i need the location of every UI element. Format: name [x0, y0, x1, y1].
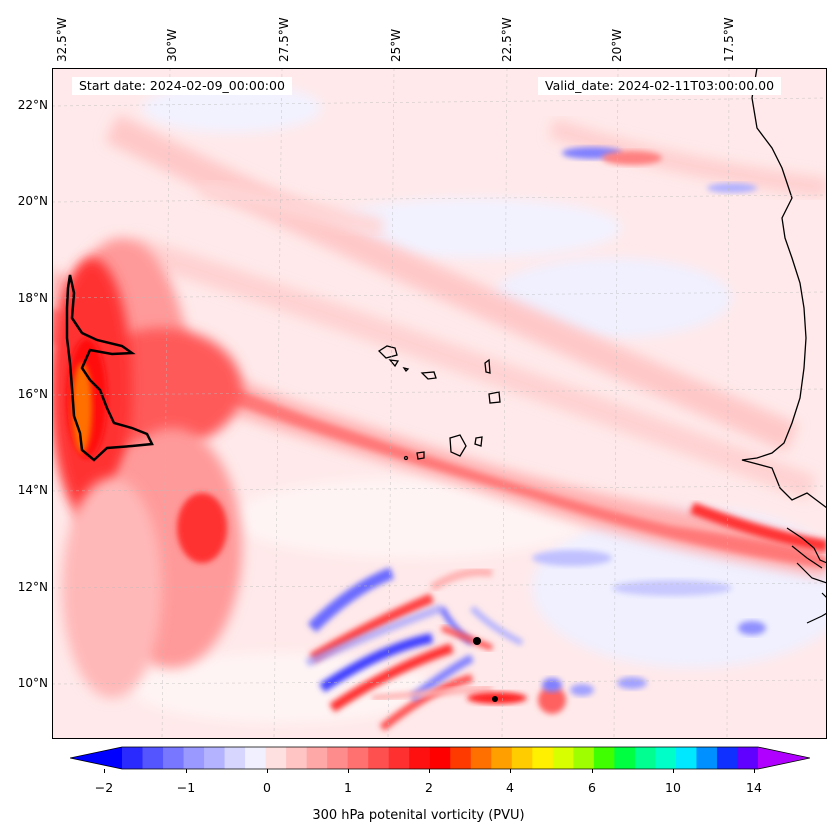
colorbar-segment [470, 747, 492, 769]
colorbar-tick-label: 10 [665, 780, 681, 795]
colorbar-segment [409, 747, 431, 769]
lat-label: 20°N [17, 194, 48, 208]
start-date-label: Start date: 2024-02-09_00:00:00 [72, 77, 292, 95]
colorbar-tick [754, 769, 755, 773]
colorbar-tick [267, 769, 268, 773]
colorbar-segment [142, 747, 164, 769]
colorbar-segment [450, 747, 472, 769]
colorbar-tick [104, 769, 105, 773]
colorbar-segment [163, 747, 185, 769]
colorbar-segment [183, 747, 205, 769]
colorbar-segment [593, 747, 615, 769]
colorbar-tick-label: −2 [94, 780, 114, 795]
colorbar-tick-label: 0 [263, 780, 271, 795]
colorbar-segment [286, 747, 308, 769]
lon-label: 25°W [389, 28, 403, 62]
colorbar-segment [532, 747, 554, 769]
lon-label: 22.5°W [500, 17, 514, 62]
colorbar-segment [245, 747, 267, 769]
colorbar-segment [716, 747, 738, 769]
colorbar-segment [429, 747, 451, 769]
lat-label: 14°N [17, 483, 48, 497]
lat-label: 22°N [17, 98, 48, 112]
colorbar-segment [634, 747, 656, 769]
cape-verde-islands [377, 345, 501, 461]
africa-coastline-south [786, 527, 827, 624]
graticule [52, 68, 827, 739]
lat-label: 18°N [17, 291, 48, 305]
lat-label: 10°N [17, 676, 48, 690]
africa-coastline [741, 68, 827, 509]
colorbar-segment [306, 747, 328, 769]
colorbar-arrow-high [758, 747, 810, 769]
colorbar-tick [592, 769, 593, 773]
colorbar-tick [186, 769, 187, 773]
colorbar-segment [655, 747, 677, 769]
colorbar-tick-label: −1 [176, 780, 196, 795]
colorbar-segment [265, 747, 287, 769]
lon-label: 30°W [165, 28, 179, 62]
colorbar-segment [122, 747, 144, 769]
colorbar-segment [552, 747, 574, 769]
colorbar-segment [511, 747, 533, 769]
colorbar-tick [429, 769, 430, 773]
colorbar-arrow-low [70, 747, 122, 769]
colorbar-segment [737, 747, 759, 769]
map-plot-area [52, 68, 827, 739]
colorbar-tick-label: 6 [588, 780, 596, 795]
colorbar-tick [673, 769, 674, 773]
colorbar-segment [368, 747, 390, 769]
colorbar-segment [614, 747, 636, 769]
pv-field-svg [52, 68, 827, 739]
lon-label: 17.5°W [722, 17, 736, 62]
colorbar-tick [348, 769, 349, 773]
lat-label: 12°N [17, 580, 48, 594]
colorbar-tick-label: 4 [506, 780, 514, 795]
colorbar-segment [347, 747, 369, 769]
lon-label: 32.5°W [55, 17, 69, 62]
colorbar-segment [204, 747, 226, 769]
colorbar-tick-label: 2 [425, 780, 433, 795]
lat-label: 16°N [17, 387, 48, 401]
colorbar-segment [696, 747, 718, 769]
pv-high-band [52, 238, 827, 698]
colorbar-title: 300 hPa potenital vorticity (PVU) [312, 808, 525, 823]
colorbar-segment [224, 747, 246, 769]
valid-date-label: Valid_date: 2024-02-11T03:00:00.00 [538, 77, 782, 95]
colorbar [69, 744, 811, 774]
colorbar-segment [675, 747, 697, 769]
colorbar-segment [327, 747, 349, 769]
colorbar-svg [69, 746, 811, 770]
colorbar-tick [510, 769, 511, 773]
lon-label: 27.5°W [277, 17, 291, 62]
colorbar-segment [388, 747, 410, 769]
colorbar-segment [491, 747, 513, 769]
pv-contour-2 [65, 274, 154, 462]
lon-label: 20°W [610, 28, 624, 62]
colorbar-tick-label: 14 [746, 780, 762, 795]
colorbar-segment [573, 747, 595, 769]
colorbar-tick-label: 1 [344, 780, 352, 795]
